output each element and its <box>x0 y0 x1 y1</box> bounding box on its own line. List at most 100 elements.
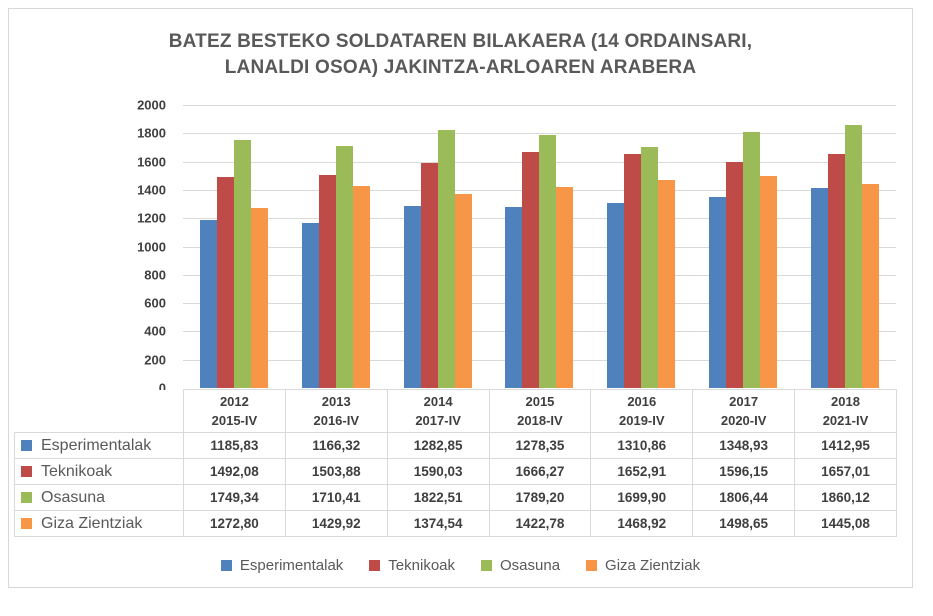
gridline <box>183 105 896 106</box>
cell-esperimentalak-2017: 1348,93 <box>692 432 796 459</box>
bar-teknikoak-2016 <box>624 154 642 388</box>
header-period: 2016-IV <box>313 413 360 428</box>
bar-teknikoak-2018 <box>828 154 846 388</box>
legend-item-teknikoak: Teknikoak <box>369 557 455 574</box>
cell-osasuna-2017: 1806,44 <box>692 484 796 511</box>
data-table: 2012 2015-IV 2013 2016-IV 2014 2017-IV 2015 201… <box>14 389 897 537</box>
series-swatch-icon <box>21 491 32 503</box>
legend-item-esperimentalak: Esperimentalak <box>220 556 344 574</box>
bar-esperimentalak-2012 <box>199 220 217 388</box>
bar-group-2016 <box>590 105 692 388</box>
cell-teknikoak-2014: 1590,03 <box>386 458 490 485</box>
table-header-2017: 2017 2020-IV <box>692 389 796 433</box>
header-year: 2016 <box>627 394 657 409</box>
bar-teknikoak-2015 <box>522 152 540 388</box>
bar-osasuna-2012 <box>233 140 251 388</box>
header-period: 2015-IV <box>211 413 258 428</box>
plot-area <box>183 105 896 388</box>
y-axis-tick-label: 1400 <box>137 182 166 198</box>
series-name: Osasuna <box>41 488 106 506</box>
bar-esperimentalak-2017 <box>709 197 727 388</box>
y-axis-tick-label: 1200 <box>137 210 166 226</box>
bar-giza-zientziak-2016 <box>658 180 676 388</box>
bar-osasuna-2017 <box>743 132 761 388</box>
legend-label: Esperimentalak <box>239 556 344 574</box>
y-axis-tick-label: 1800 <box>137 125 166 141</box>
series-name: Esperimentalak <box>41 436 152 454</box>
bar-teknikoak-2017 <box>726 162 744 388</box>
cell-giza-zientziak-2012: 1272,80 <box>183 510 286 537</box>
bar-esperimentalak-2018 <box>811 188 829 388</box>
header-year: 2015 <box>525 394 555 409</box>
row-label-esperimentalak: Esperimentalak <box>14 432 184 459</box>
cell-esperimentalak-2014: 1282,85 <box>386 432 490 459</box>
bar-esperimentalak-2015 <box>505 207 523 388</box>
series-name: Teknikoak <box>41 462 113 480</box>
table-header-2018: 2018 2021-IV <box>794 389 897 433</box>
bar-group-2017 <box>692 105 794 388</box>
chart-title-line-2: LANALDI OSOA) JAKINTZA-ARLOAREN ARABERA <box>224 57 697 78</box>
series-swatch-icon <box>21 439 32 451</box>
header-period: 2017-IV <box>415 413 461 428</box>
table-header-row: 2012 2015-IV 2013 2016-IV 2014 2017-IV 2015 201… <box>14 389 897 433</box>
y-axis-tick-label: 0 <box>158 380 166 396</box>
legend-swatch-icon <box>481 559 492 571</box>
header-period: 2018-IV <box>517 413 563 428</box>
bar-osasuna-2014 <box>437 130 455 388</box>
bar-osasuna-2016 <box>641 147 659 388</box>
legend-label: Teknikoak <box>388 556 455 574</box>
table-header-2013: 2013 2016-IV <box>284 389 388 433</box>
cell-osasuna-2013: 1710,41 <box>284 484 388 511</box>
cell-teknikoak-2018: 1657,01 <box>794 458 897 485</box>
cell-giza-zientziak-2017: 1498,65 <box>692 510 796 537</box>
table-corner-cell <box>14 389 184 433</box>
bar-group-2015 <box>489 105 591 388</box>
header-year: 2014 <box>423 394 453 409</box>
bar-giza-zientziak-2017 <box>760 176 778 388</box>
y-axis-tick-label: 200 <box>144 352 166 368</box>
cell-giza-zientziak-2016: 1468,92 <box>590 510 694 537</box>
y-axis-tick-label: 1000 <box>137 239 166 254</box>
bar-osasuna-2013 <box>335 146 353 388</box>
legend-item-giza-zientziak: Giza Zientziak <box>586 557 700 574</box>
legend-label: Osasuna <box>500 556 561 574</box>
bar-esperimentalak-2013 <box>301 223 319 388</box>
cell-giza-zientziak-2013: 1429,92 <box>284 510 388 537</box>
cell-teknikoak-2016: 1652,91 <box>590 458 694 485</box>
cell-teknikoak-2012: 1492,08 <box>183 458 286 485</box>
bar-giza-zientziak-2015 <box>556 187 574 388</box>
bar-teknikoak-2012 <box>216 177 234 388</box>
bar-group-2014 <box>387 105 489 388</box>
legend: Esperimentalak Teknikoak Osasuna Giza Zient… <box>8 551 913 579</box>
bar-osasuna-2018 <box>845 125 863 388</box>
legend-swatch-icon <box>586 559 598 571</box>
bar-teknikoak-2014 <box>420 163 438 388</box>
y-axis-tick-label: 2000 <box>137 97 166 113</box>
header-period: 2021-IV <box>822 413 869 428</box>
cell-osasuna-2012: 1749,34 <box>183 484 286 511</box>
bar-group-2018 <box>794 105 896 388</box>
cell-osasuna-2014: 1822,51 <box>386 484 490 511</box>
legend-swatch-icon <box>369 559 381 571</box>
y-axis-tick-label: 1600 <box>137 154 166 170</box>
bar-esperimentalak-2016 <box>607 203 625 388</box>
y-axis: 2000 1800 1600 1400 1200 1000 800 600 400 200 0 <box>8 98 166 396</box>
table-header-2014: 2014 2017-IV <box>386 389 490 433</box>
legend-swatch-icon <box>220 559 232 571</box>
series-name: Giza Zientziak <box>41 514 143 532</box>
bar-giza-zientziak-2018 <box>862 184 880 388</box>
bar-giza-zientziak-2013 <box>352 186 370 388</box>
header-year: 2017 <box>729 394 759 409</box>
cell-esperimentalak-2013: 1166,32 <box>284 432 388 459</box>
legend-label: Giza Zientziak <box>605 556 701 574</box>
cell-osasuna-2016: 1699,90 <box>590 484 694 511</box>
cell-esperimentalak-2012: 1185,83 <box>183 432 286 459</box>
gridline <box>183 133 896 134</box>
series-swatch-icon <box>21 465 32 477</box>
bar-giza-zientziak-2012 <box>250 208 268 388</box>
cell-esperimentalak-2016: 1310,86 <box>590 432 694 459</box>
header-year: 2012 <box>219 394 249 409</box>
header-year: 2013 <box>321 394 351 409</box>
row-label-giza-zientziak: Giza Zientziak <box>14 510 184 537</box>
cell-teknikoak-2015: 1666,27 <box>488 458 592 485</box>
